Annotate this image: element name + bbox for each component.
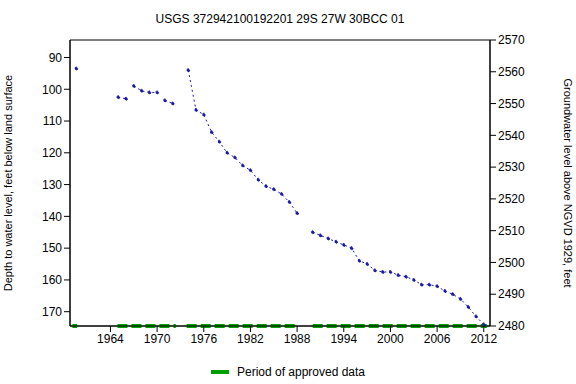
svg-text:170: 170 bbox=[42, 305, 62, 319]
svg-text:2570: 2570 bbox=[498, 33, 525, 47]
svg-text:2540: 2540 bbox=[498, 129, 525, 143]
svg-text:120: 120 bbox=[42, 146, 62, 160]
svg-text:1970: 1970 bbox=[144, 332, 171, 346]
svg-text:90: 90 bbox=[49, 51, 63, 65]
svg-text:160: 160 bbox=[42, 273, 62, 287]
svg-text:1976: 1976 bbox=[190, 332, 217, 346]
svg-text:2550: 2550 bbox=[498, 97, 525, 111]
svg-text:2530: 2530 bbox=[498, 160, 525, 174]
svg-text:1964: 1964 bbox=[97, 332, 124, 346]
svg-text:1982: 1982 bbox=[237, 332, 264, 346]
svg-text:2480: 2480 bbox=[498, 319, 525, 333]
svg-text:150: 150 bbox=[42, 241, 62, 255]
svg-text:1988: 1988 bbox=[284, 332, 311, 346]
svg-text:Groundwater level above NGVD 1: Groundwater level above NGVD 1929, feet bbox=[562, 78, 568, 287]
svg-text:2520: 2520 bbox=[498, 192, 525, 206]
svg-text:1994: 1994 bbox=[330, 332, 357, 346]
svg-text:2560: 2560 bbox=[498, 65, 525, 79]
svg-text:Depth to water level, feet bel: Depth to water level, feet below land su… bbox=[8, 75, 14, 291]
svg-text:130: 130 bbox=[42, 178, 62, 192]
svg-text:2490: 2490 bbox=[498, 287, 525, 301]
svg-text:2500: 2500 bbox=[498, 256, 525, 270]
html-text:USGS 372942100192201 29S 27W 3: USGS 372942100192201 29S 27W 30BCC 01 bbox=[155, 12, 405, 26]
svg-text:100: 100 bbox=[42, 83, 62, 97]
html-text:Period of approved data: Period of approved data bbox=[237, 365, 365, 379]
svg-text:2006: 2006 bbox=[424, 332, 451, 346]
svg-text:2000: 2000 bbox=[377, 332, 404, 346]
svg-text:140: 140 bbox=[42, 210, 62, 224]
svg-text:2012: 2012 bbox=[470, 332, 497, 346]
svg-text:110: 110 bbox=[43, 114, 62, 128]
svg-text:2510: 2510 bbox=[498, 224, 525, 238]
